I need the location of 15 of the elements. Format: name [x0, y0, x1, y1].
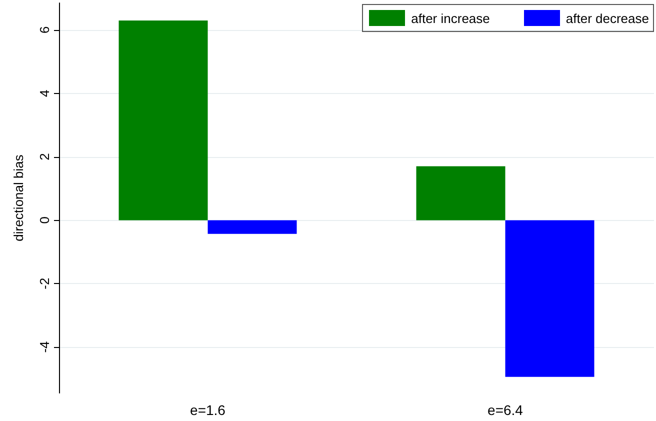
bar	[208, 220, 297, 234]
legend-label: after increase	[411, 10, 490, 26]
y-tick-label: 6	[37, 26, 52, 34]
legend-label: after decrease	[566, 10, 649, 26]
y-tick-label: -4	[37, 341, 52, 353]
x-tick-label: e=1.6	[190, 402, 226, 418]
y-tick-label: 0	[37, 216, 52, 224]
bar	[416, 166, 506, 220]
y-tick-label: -2	[37, 278, 52, 290]
y-tick-label: 2	[37, 153, 52, 160]
y-axis-title: directional bias	[11, 154, 26, 242]
y-tick-label: 4	[37, 90, 52, 97]
x-tick-label: e=6.4	[488, 402, 524, 418]
bar	[505, 220, 594, 377]
bar	[118, 20, 208, 220]
